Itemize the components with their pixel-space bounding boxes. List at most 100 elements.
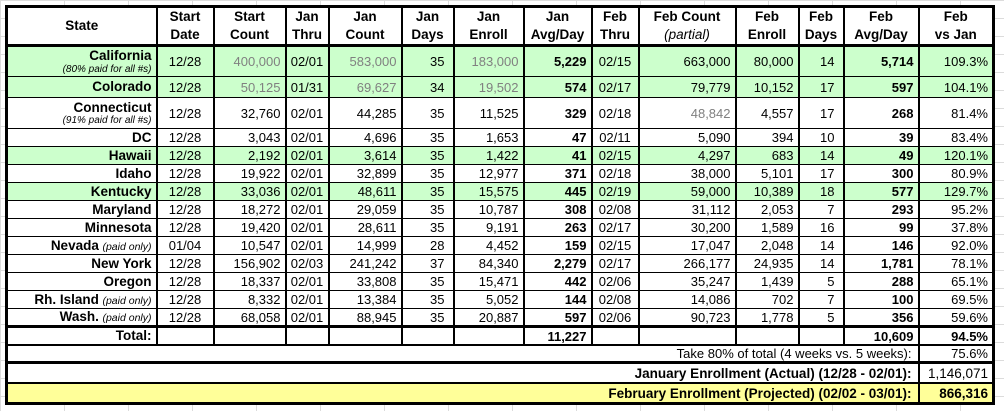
cell-idaho-jan_days[interactable]: 35 — [400, 164, 454, 183]
cell-colorado-jan_thru[interactable]: 01/31 — [284, 76, 329, 98]
cell-california-feb_thru[interactable]: 02/15 — [590, 45, 639, 77]
cell-kentucky-jan_count[interactable]: 48,611 — [327, 182, 402, 201]
cell-new-york-feb_vs_jan[interactable]: 78.1% — [917, 254, 994, 273]
cell-nevada-jan_thru[interactable]: 02/01 — [284, 236, 329, 255]
cell-connecticut-jan_enroll[interactable]: 11,525 — [452, 97, 524, 129]
cell-kentucky-jan_days[interactable]: 35 — [400, 182, 454, 201]
cell-oregon-feb_vs_jan[interactable]: 65.1% — [917, 272, 994, 291]
cell-maryland-feb_vs_jan[interactable]: 95.2% — [917, 200, 994, 219]
cell-idaho-feb_vs_jan[interactable]: 80.9% — [917, 164, 994, 183]
cell-rh-island-jan_enroll[interactable]: 5,052 — [452, 290, 524, 309]
cell-hawaii-jan_enroll[interactable]: 1,422 — [452, 146, 524, 165]
cell-nevada-feb_enroll[interactable]: 2,048 — [734, 236, 799, 255]
cell-minnesota-feb_enroll[interactable]: 1,589 — [734, 218, 799, 237]
cell-rh-island-jan_avg_day[interactable]: 144 — [522, 290, 592, 309]
cell-colorado-jan_enroll[interactable]: 19,502 — [452, 76, 524, 98]
cell-nevada-jan_days[interactable]: 28 — [400, 236, 454, 255]
cell-idaho-start_count[interactable]: 19,922 — [212, 164, 286, 183]
cell-total-feb_days[interactable] — [797, 325, 844, 345]
header-feb_thru[interactable]: Feb Thru — [590, 6, 639, 48]
cell-new-york-jan_avg_day[interactable]: 2,279 — [522, 254, 592, 273]
cell-rh-island-feb_enroll[interactable]: 702 — [734, 290, 799, 309]
cell-new-york-start_count[interactable]: 156,902 — [212, 254, 286, 273]
cell-idaho-feb_count[interactable]: 38,000 — [637, 164, 736, 183]
cell-maryland-feb_thru[interactable]: 02/08 — [590, 200, 639, 219]
cell-california-start_count[interactable]: 400,000 — [212, 45, 286, 77]
cell-rh-island-state[interactable]: Rh. Island (paid only) — [6, 290, 157, 309]
cell-california-state[interactable]: California (80% paid for all #s) — [6, 45, 157, 77]
cell-idaho-state[interactable]: Idaho — [6, 164, 157, 183]
cell-oregon-start_count[interactable]: 18,337 — [212, 272, 286, 291]
cell-hawaii-jan_thru[interactable]: 02/01 — [284, 146, 329, 165]
cell-maryland-jan_avg_day[interactable]: 308 — [522, 200, 592, 219]
cell-total-feb_thru[interactable] — [590, 325, 639, 345]
summary-value-1[interactable]: 1,146,071 — [917, 360, 994, 384]
cell-rh-island-feb_vs_jan[interactable]: 69.5% — [917, 290, 994, 309]
summary-value-2[interactable]: 866,316 — [917, 382, 994, 404]
cell-oregon-jan_avg_day[interactable]: 442 — [522, 272, 592, 291]
cell-dc-feb_avg_day[interactable]: 39 — [842, 128, 919, 147]
cell-total-jan_count[interactable] — [327, 325, 402, 345]
cell-maryland-feb_count[interactable]: 31,112 — [637, 200, 736, 219]
cell-dc-jan_days[interactable]: 35 — [400, 128, 454, 147]
header-jan_count[interactable]: Jan Count — [327, 6, 402, 48]
cell-minnesota-start_date[interactable]: 12/28 — [155, 218, 214, 237]
cell-nevada-feb_days[interactable]: 14 — [797, 236, 844, 255]
cell-oregon-feb_days[interactable]: 5 — [797, 272, 844, 291]
cell-dc-feb_days[interactable]: 10 — [797, 128, 844, 147]
cell-rh-island-start_date[interactable]: 12/28 — [155, 290, 214, 309]
cell-total-label[interactable]: Total: — [6, 325, 157, 345]
cell-nevada-jan_enroll[interactable]: 4,452 — [452, 236, 524, 255]
cell-total-jan_enroll[interactable] — [452, 325, 524, 345]
cell-wash-feb_vs_jan[interactable]: 59.6% — [917, 308, 994, 327]
cell-total-feb_enroll[interactable] — [734, 325, 799, 345]
cell-colorado-jan_count[interactable]: 69,627 — [327, 76, 402, 98]
cell-colorado-feb_enroll[interactable]: 10,152 — [734, 76, 799, 98]
cell-new-york-jan_thru[interactable]: 02/03 — [284, 254, 329, 273]
cell-oregon-jan_enroll[interactable]: 15,471 — [452, 272, 524, 291]
summary-value-0[interactable]: 75.6% — [917, 343, 994, 363]
cell-wash-feb_count[interactable]: 90,723 — [637, 308, 736, 327]
cell-connecticut-start_date[interactable]: 12/28 — [155, 97, 214, 129]
cell-connecticut-jan_count[interactable]: 44,285 — [327, 97, 402, 129]
cell-wash-feb_avg_day[interactable]: 356 — [842, 308, 919, 327]
cell-kentucky-feb_count[interactable]: 59,000 — [637, 182, 736, 201]
cell-idaho-feb_thru[interactable]: 02/18 — [590, 164, 639, 183]
cell-california-feb_count[interactable]: 663,000 — [637, 45, 736, 77]
cell-connecticut-feb_enroll[interactable]: 4,557 — [734, 97, 799, 129]
header-feb_vs_jan[interactable]: Feb vs Jan — [917, 6, 994, 48]
cell-dc-jan_thru[interactable]: 02/01 — [284, 128, 329, 147]
cell-oregon-start_date[interactable]: 12/28 — [155, 272, 214, 291]
cell-connecticut-jan_thru[interactable]: 02/01 — [284, 97, 329, 129]
cell-minnesota-state[interactable]: Minnesota — [6, 218, 157, 237]
cell-minnesota-jan_enroll[interactable]: 9,191 — [452, 218, 524, 237]
cell-total-feb_vs_jan[interactable]: 94.5% — [917, 325, 994, 345]
cell-kentucky-state[interactable]: Kentucky — [6, 182, 157, 201]
cell-rh-island-jan_count[interactable]: 13,384 — [327, 290, 402, 309]
cell-rh-island-start_count[interactable]: 8,332 — [212, 290, 286, 309]
cell-wash-start_count[interactable]: 68,058 — [212, 308, 286, 327]
cell-total-jan_days[interactable] — [400, 325, 454, 345]
cell-oregon-feb_thru[interactable]: 02/06 — [590, 272, 639, 291]
cell-kentucky-jan_avg_day[interactable]: 445 — [522, 182, 592, 201]
header-jan_days[interactable]: Jan Days — [400, 6, 454, 48]
cell-wash-jan_enroll[interactable]: 20,887 — [452, 308, 524, 327]
cell-idaho-jan_enroll[interactable]: 12,977 — [452, 164, 524, 183]
cell-wash-jan_count[interactable]: 88,945 — [327, 308, 402, 327]
cell-nevada-start_count[interactable]: 10,547 — [212, 236, 286, 255]
cell-connecticut-jan_avg_day[interactable]: 329 — [522, 97, 592, 129]
header-start_count[interactable]: Start Count — [212, 6, 286, 48]
cell-dc-start_count[interactable]: 3,043 — [212, 128, 286, 147]
cell-wash-jan_avg_day[interactable]: 597 — [522, 308, 592, 327]
cell-kentucky-jan_thru[interactable]: 02/01 — [284, 182, 329, 201]
cell-new-york-feb_thru[interactable]: 02/17 — [590, 254, 639, 273]
cell-maryland-start_date[interactable]: 12/28 — [155, 200, 214, 219]
cell-total-feb_count[interactable] — [637, 325, 736, 345]
cell-total-start_date[interactable] — [155, 325, 214, 345]
cell-minnesota-feb_avg_day[interactable]: 99 — [842, 218, 919, 237]
cell-maryland-feb_avg_day[interactable]: 293 — [842, 200, 919, 219]
cell-california-jan_days[interactable]: 35 — [400, 45, 454, 77]
cell-california-feb_days[interactable]: 14 — [797, 45, 844, 77]
cell-california-feb_vs_jan[interactable]: 109.3% — [917, 45, 994, 77]
cell-nevada-state[interactable]: Nevada (paid only) — [6, 236, 157, 255]
